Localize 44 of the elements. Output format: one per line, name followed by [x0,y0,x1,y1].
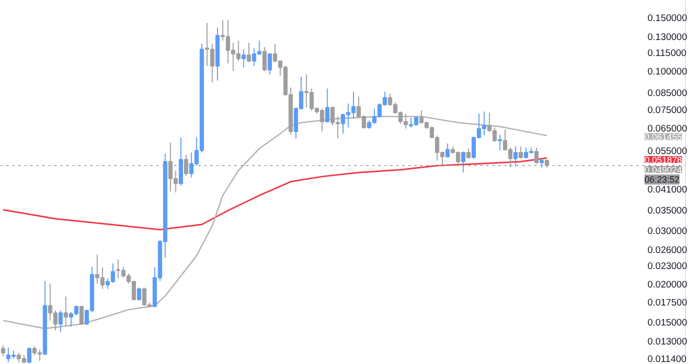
ref-line-label: 0.049024 [644,165,682,176]
candlestick [461,151,466,174]
candlestick [79,305,84,326]
y-tick-label: 0.011400 [648,354,686,364]
y-tick-label: 0.130000 [648,32,688,43]
y-tick-label: 0.030000 [648,226,688,238]
candlestick [184,154,188,176]
annotation: 06:23:52 [644,174,680,185]
y-tick-label: 0.026000 [648,244,688,256]
y-tick-label: 0.013000 [648,336,688,348]
y-tick-label: 0.075000 [648,104,688,116]
candlestick [325,88,330,124]
line-series [2,157,548,230]
annotation: 0.061455 [644,132,682,142]
y-tick-label: 0.023000 [648,261,688,272]
y-tick-label: 0.115000 [648,48,686,60]
candlestick [0,344,6,357]
y-tick-label: 0.015000 [648,318,688,329]
y-tick-label: 0.035000 [648,206,688,217]
candlestick [498,134,502,152]
candlestick [64,296,68,326]
y-tick-label: 0.100000 [648,66,688,78]
candlestick [178,136,184,186]
candlestick [246,42,251,63]
y-tick-label: 0.041000 [648,184,688,196]
candlestick [58,310,63,333]
y-tick-label: 0.020000 [648,280,688,291]
y-tick-label: 0.065000 [648,124,688,135]
candlestick [27,346,32,364]
line-series [2,116,548,330]
y-tick-label: 0.085000 [648,88,688,100]
annotation: 0.051878 [644,155,682,166]
candlestick [242,48,246,68]
y-tick-label: 0.055000 [648,146,688,157]
candlestick [136,287,142,301]
candlestick [518,146,523,159]
candlestick [268,53,272,76]
candlestick [445,143,450,158]
y-tick-label: 0.150000 [648,13,688,24]
candlestick [513,146,518,168]
candlestick [540,158,544,168]
candlestick [466,148,471,159]
y-tick-label: 0.017500 [648,297,688,308]
candlestick [262,46,267,72]
